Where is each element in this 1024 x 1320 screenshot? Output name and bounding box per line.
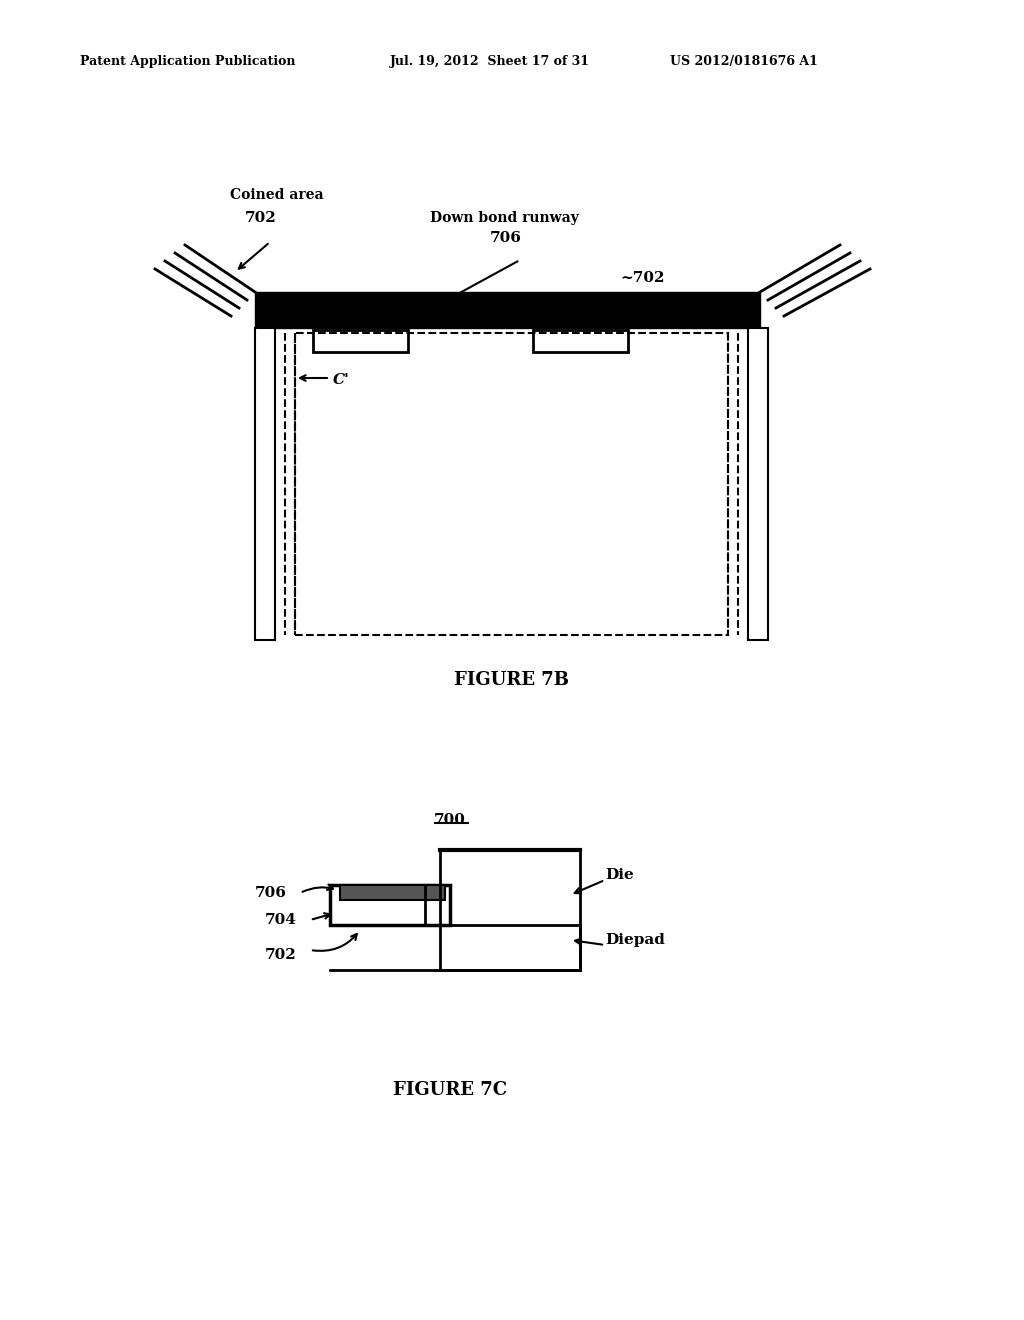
Text: 704: 704 <box>265 913 297 927</box>
Text: FIGURE 7C: FIGURE 7C <box>393 1081 507 1100</box>
Text: Down bond runway: Down bond runway <box>430 211 579 224</box>
Text: Jul. 19, 2012  Sheet 17 of 31: Jul. 19, 2012 Sheet 17 of 31 <box>390 55 590 69</box>
Text: US 2012/0181676 A1: US 2012/0181676 A1 <box>670 55 818 69</box>
Bar <box>312 330 408 352</box>
Text: C': C' <box>333 374 350 387</box>
Text: 702: 702 <box>265 948 297 962</box>
Bar <box>748 327 768 640</box>
Bar <box>295 333 728 635</box>
Text: 700: 700 <box>434 813 466 828</box>
Text: ~702: ~702 <box>620 271 665 285</box>
Text: FIGURE 7B: FIGURE 7B <box>455 671 569 689</box>
Text: 706: 706 <box>490 231 522 246</box>
Bar <box>532 330 628 352</box>
Text: C: C <box>323 301 335 315</box>
Text: Diepad: Diepad <box>605 933 665 946</box>
Bar <box>340 884 445 900</box>
Text: 702: 702 <box>245 211 276 224</box>
Text: Patent Application Publication: Patent Application Publication <box>80 55 296 69</box>
Text: Die: Die <box>605 869 634 882</box>
Text: Coined area: Coined area <box>230 187 324 202</box>
Bar <box>330 884 450 925</box>
Text: 706: 706 <box>255 886 287 900</box>
Bar <box>255 327 275 640</box>
Text: 700: 700 <box>476 298 508 312</box>
